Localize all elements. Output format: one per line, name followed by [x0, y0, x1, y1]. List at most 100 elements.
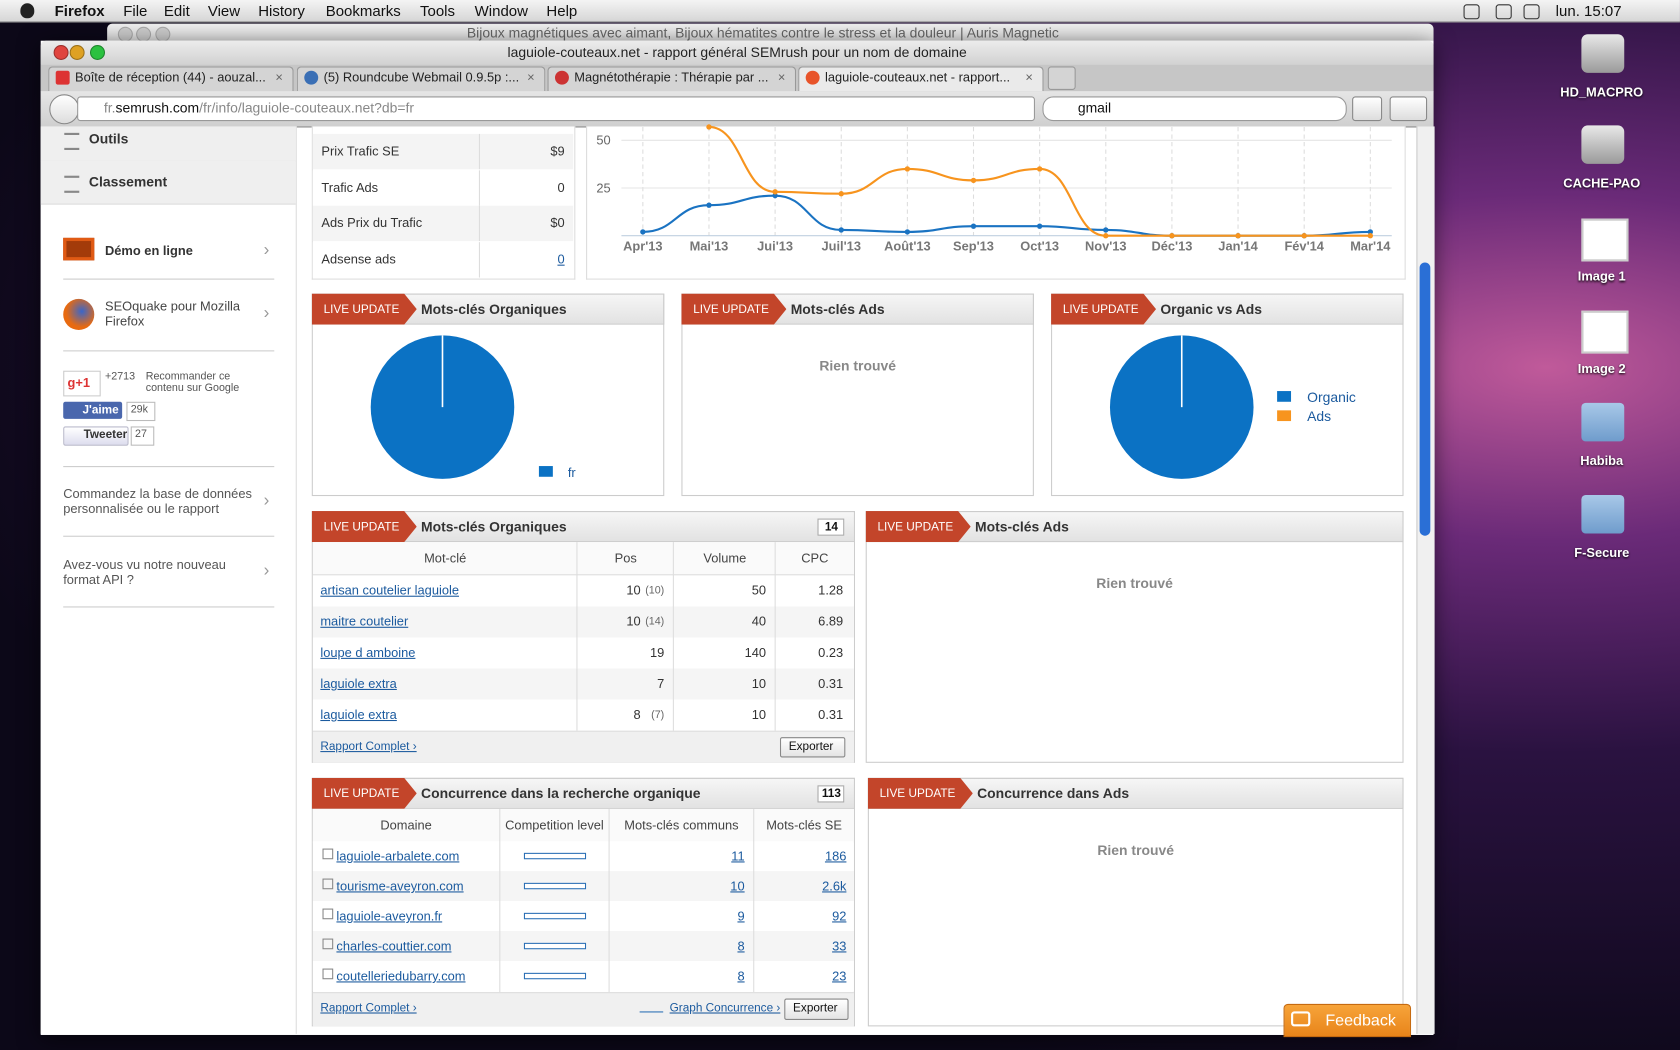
tab-title[interactable]: laguiole-couteaux.net - rapport...	[824, 69, 1011, 85]
sidebar-menu-label[interactable]: Classement	[88, 173, 168, 190]
common-keywords[interactable]: 9	[737, 908, 745, 924]
export-button[interactable]	[779, 737, 846, 758]
external-link-icon[interactable]	[322, 878, 334, 890]
sidebar-link[interactable]: Démo en ligne	[104, 243, 193, 259]
menu-app[interactable]: Firefox	[54, 2, 105, 20]
chevron: ›	[263, 241, 270, 260]
count-value: 14	[824, 520, 838, 534]
full-report-link[interactable]: Rapport Complet ›	[320, 740, 417, 754]
promo-link[interactable]: Avez-vous vu notre nouveau format API ?	[63, 557, 226, 588]
separator	[63, 278, 275, 280]
tab[interactable]	[547, 66, 797, 92]
row-value[interactable]: 0	[557, 251, 565, 267]
home-button[interactable]	[1352, 96, 1383, 122]
search-field[interactable]	[1042, 96, 1347, 122]
empty-message: Rien trouvé	[819, 357, 896, 374]
url-text: fr.semrush.com/fr/info/laguiole-couteaux…	[104, 100, 414, 116]
feedback-button[interactable]	[1283, 1003, 1412, 1038]
keyword-link lnk[interactable]: loupe d amboine	[320, 644, 416, 660]
tab-close[interactable]: ×	[527, 69, 535, 85]
gplus-button[interactable]	[63, 370, 101, 397]
se-keywords[interactable]: 186	[824, 848, 847, 864]
status-icon[interactable]	[1463, 4, 1480, 20]
tweet-count-box	[130, 426, 155, 446]
desktop-label[interactable]: Image 1	[1577, 268, 1626, 284]
keyword-link lnk[interactable]: maitre coutelier	[320, 613, 409, 629]
window-button[interactable]	[69, 44, 85, 60]
external-link-icon[interactable]	[322, 908, 334, 920]
keyword-link lnk[interactable]: laguiole extra	[320, 707, 397, 723]
external-link-icon[interactable]	[322, 938, 334, 950]
tab[interactable]	[296, 66, 546, 92]
desktop-icon[interactable]	[1581, 218, 1629, 262]
promo-link[interactable]: Commandez la base de données personnalis…	[63, 486, 252, 517]
common-keywords[interactable]: 11	[731, 848, 745, 864]
desktop-label[interactable]: Image 2	[1577, 361, 1626, 377]
se-keywords[interactable]: 2.6k	[822, 878, 847, 894]
window-button[interactable]	[53, 44, 69, 60]
desktop-icon[interactable]	[1581, 125, 1625, 164]
tab-title[interactable]: Magnétothérapie : Thérapie par ...	[574, 69, 769, 85]
menu-item[interactable]: Window	[474, 2, 528, 20]
bookmarks-button[interactable]	[1389, 96, 1428, 122]
desktop-label[interactable]: F-Secure	[1574, 545, 1630, 561]
feedback-label[interactable]: Feedback	[1325, 1011, 1396, 1030]
full-report-link[interactable]: Rapport Complet ›	[320, 1001, 417, 1015]
se-keywords[interactable]: 33	[832, 938, 847, 954]
keyword-link lnk[interactable]: laguiole extra	[320, 676, 397, 692]
desktop-label[interactable]: CACHE-PAO	[1563, 175, 1641, 191]
domain-link[interactable]: laguiole-arbalete.com	[336, 848, 460, 864]
desktop-icon[interactable]	[1581, 310, 1629, 354]
sidebar-menu-label[interactable]: Outils	[88, 130, 129, 147]
tweet-button[interactable]	[63, 426, 129, 446]
export-label[interactable]: Exporter	[793, 1001, 838, 1015]
se-keywords[interactable]: 23	[832, 968, 847, 984]
tab[interactable]	[798, 66, 1044, 92]
url-field[interactable]	[77, 96, 1035, 122]
desktop-label[interactable]: HD_MACPRO	[1560, 84, 1644, 100]
window-button[interactable]	[89, 44, 105, 60]
domain-link[interactable]: laguiole-aveyron.fr	[336, 908, 443, 924]
status-icon[interactable]	[1495, 4, 1512, 20]
tab-close[interactable]: ×	[1025, 69, 1033, 85]
menu-item[interactable]: View	[207, 2, 241, 20]
menu-item[interactable]: Tools	[419, 2, 456, 20]
external-link-icon[interactable]	[322, 848, 334, 860]
window-title: laguiole-couteaux.net - rapport général …	[507, 43, 967, 60]
graph-link[interactable]: Graph Concurrence ›	[669, 1001, 781, 1015]
tab-close[interactable]: ×	[777, 69, 786, 85]
desktop-icon[interactable]	[1581, 402, 1625, 442]
new-tab-button[interactable]	[1047, 66, 1076, 90]
menu-item[interactable]: Edit	[163, 2, 190, 20]
scroll-thumb[interactable]	[1419, 262, 1431, 536]
desktop-icon[interactable]	[1581, 34, 1625, 73]
domain-link[interactable]: charles-couttier.com	[336, 938, 452, 954]
desktop-icon[interactable]	[1581, 494, 1625, 534]
graph-icon	[639, 1003, 664, 1013]
export-button[interactable]	[784, 998, 849, 1020]
keyword-link lnk[interactable]: artisan coutelier laguiole	[320, 582, 460, 598]
sidebar-link[interactable]: SEOquake pour Mozilla Firefox	[104, 298, 241, 329]
menu-item[interactable]: File	[123, 2, 148, 20]
menu-item[interactable]: Bookmarks	[325, 2, 401, 20]
external-link-icon[interactable]	[322, 968, 334, 980]
tab-close[interactable]: ×	[275, 69, 283, 85]
like-button[interactable]	[63, 401, 123, 419]
se-keywords[interactable]: 92	[832, 908, 847, 924]
tab[interactable]	[48, 66, 294, 92]
apple-logo[interactable]	[20, 3, 35, 19]
desktop-label[interactable]: Habiba	[1580, 453, 1624, 469]
tab-title[interactable]: Boîte de réception (44) - aouzal...	[74, 69, 266, 85]
common-keywords[interactable]: 8	[737, 968, 745, 984]
domain-link[interactable]: tourisme-aveyron.com	[336, 878, 464, 894]
common-keywords[interactable]: 10	[730, 878, 745, 894]
table-row	[312, 133, 574, 170]
export-label[interactable]: Exporter	[788, 740, 834, 754]
menu-item[interactable]: History	[258, 2, 305, 20]
tab-title[interactable]: (5) Roundcube Webmail 0.9.5p :...	[323, 69, 520, 85]
back-button[interactable]	[49, 94, 80, 125]
status-icon[interactable]	[1523, 4, 1540, 20]
menu-item[interactable]: Help	[546, 2, 578, 20]
domain-link[interactable]: coutelleriedubarry.com	[336, 968, 466, 984]
common-keywords[interactable]: 8	[737, 938, 745, 954]
